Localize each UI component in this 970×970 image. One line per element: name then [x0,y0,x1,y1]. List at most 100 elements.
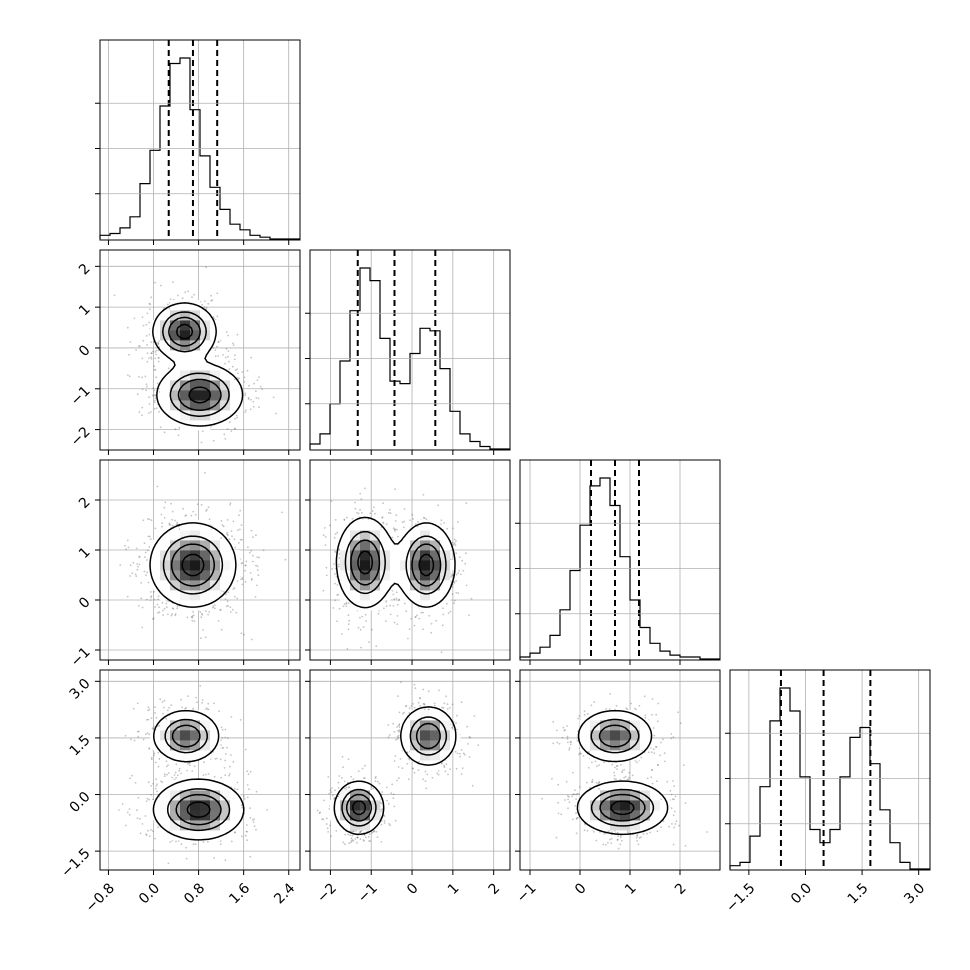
scatter-point [352,778,355,781]
scatter-point [230,754,232,756]
scatter-point [214,355,217,358]
scatter-point [241,562,244,564]
scatter-point [158,611,161,614]
scatter-point [246,796,249,799]
scatter-point [194,843,197,845]
scatter-point [226,533,229,536]
density-cell [190,400,201,411]
scatter-point [205,510,207,512]
scatter-point [334,573,336,575]
scatter-point [146,549,149,552]
scatter-point [240,804,243,807]
scatter-point [224,362,227,365]
scatter-point [134,573,137,576]
scatter-point [332,607,335,609]
scatter-point [148,798,151,801]
scatter-point [201,612,203,615]
scatter-point [368,641,370,643]
density-cell [150,330,161,341]
density-cell [400,560,411,571]
contour-line [168,316,222,412]
density-cell [180,350,191,361]
density-cell [170,370,181,381]
scatter-point [347,623,350,625]
scatter-point [452,527,454,530]
scatter-point [364,613,367,616]
scatter-point [157,611,159,614]
scatter-point [158,411,161,413]
density-cell [230,380,241,391]
density-cell [200,730,211,741]
scatter-point [185,846,188,849]
density-cell [210,740,221,751]
density-cell [190,390,201,401]
scatter-point [121,803,124,805]
scatter-point [333,563,335,565]
scatter-point [385,601,387,603]
scatter-point [139,832,142,835]
scatter-point [166,709,169,712]
scatter-point [156,382,159,385]
scatter-point [153,590,155,593]
scatter-point [199,611,202,613]
scatter-point [233,787,236,790]
scatter-point [142,339,145,342]
scatter-point [328,524,331,527]
scatter-point [244,394,247,397]
scatter-point [362,626,365,628]
scatter-point [128,813,131,816]
scatter-point [144,551,147,554]
density-cell [200,360,211,371]
scatter-point [359,492,362,495]
scatter-point [153,365,156,367]
scatter-point [232,344,235,346]
scatter-point [227,737,229,739]
density-cell [160,820,171,831]
density-cell [150,560,161,571]
scatter-point [233,595,236,598]
scatter-point [167,862,170,865]
scatter-point [141,606,144,609]
scatter-point [171,510,174,513]
scatter-point [152,395,155,397]
scatter-point [319,811,321,814]
scatter-point [155,778,158,781]
scatter-point [146,312,149,315]
scatter-point [324,544,327,546]
scatter-point [389,508,391,511]
scatter-point [178,426,181,429]
scatter-point [192,611,195,613]
scatter-point [135,547,138,550]
histogram-step [99,57,300,240]
scatter-point [134,782,137,784]
scatter-point [220,537,223,539]
scatter-point [464,562,467,565]
scatter-point [124,544,126,547]
scatter-point [256,584,258,587]
density-cell [170,350,181,361]
scatter-point [244,748,247,751]
density-cell [170,320,181,331]
scatter-point [118,809,120,811]
scatter-point [158,724,161,727]
scatter-point [190,616,193,618]
scatter-point [149,538,152,540]
scatter-point [203,306,206,308]
scatter-point [250,638,253,641]
scatter-point [393,528,396,531]
scatter-point [207,840,209,843]
scatter-point [441,624,444,627]
scatter-point [191,770,194,772]
scatter-point [428,614,431,617]
scatter-point [153,407,156,410]
scatter-point [452,543,455,546]
scatter-point [409,519,411,522]
scatter-point [457,521,459,523]
scatter-point [392,593,395,596]
density-cell [180,740,191,751]
scatter-point [239,538,242,541]
scatter-point [163,699,166,702]
scatter-point [234,417,237,420]
scatter-point [243,633,246,636]
scatter-point [132,707,135,710]
